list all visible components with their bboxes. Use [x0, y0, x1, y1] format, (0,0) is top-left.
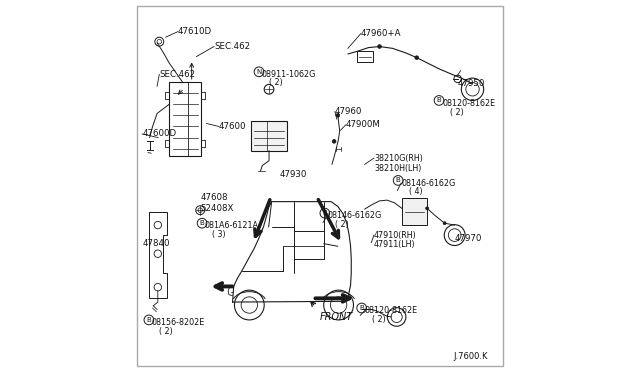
Text: 08146-6162G: 08146-6162G — [328, 211, 381, 220]
Text: 38210H(LH): 38210H(LH) — [374, 164, 421, 173]
Bar — [165, 92, 170, 99]
Text: 47900M: 47900M — [346, 120, 381, 129]
Text: 47960+A: 47960+A — [361, 29, 401, 38]
Text: 08146-6162G: 08146-6162G — [401, 179, 455, 187]
Text: J.7600.K: J.7600.K — [453, 352, 488, 361]
Text: 47970: 47970 — [454, 234, 482, 243]
Text: B: B — [147, 317, 151, 323]
Text: ( 2): ( 2) — [269, 78, 282, 87]
Text: 08911-1062G: 08911-1062G — [262, 70, 316, 79]
Bar — [201, 140, 205, 147]
Text: 08120-8162E: 08120-8162E — [442, 99, 495, 108]
Text: 47910(RH): 47910(RH) — [374, 231, 417, 240]
Text: B: B — [359, 305, 364, 311]
Text: ( 4): ( 4) — [408, 187, 422, 196]
Text: ( 2): ( 2) — [335, 220, 349, 229]
Text: ( 2): ( 2) — [450, 108, 464, 117]
Text: 08156-8202E: 08156-8202E — [152, 318, 205, 327]
Text: 52408X: 52408X — [200, 204, 234, 213]
Text: 47600: 47600 — [219, 122, 246, 131]
Bar — [357, 51, 373, 62]
Circle shape — [415, 56, 419, 60]
Text: N: N — [257, 69, 262, 75]
Bar — [402, 198, 427, 225]
Bar — [165, 140, 170, 147]
Text: ( 2): ( 2) — [372, 315, 386, 324]
Bar — [251, 121, 287, 151]
Text: 38210G(RH): 38210G(RH) — [374, 154, 423, 163]
Circle shape — [426, 207, 429, 210]
Text: 47911(LH): 47911(LH) — [374, 240, 415, 249]
Bar — [170, 82, 201, 156]
Text: SEC.462: SEC.462 — [159, 70, 195, 79]
Text: 47930: 47930 — [279, 170, 307, 179]
Circle shape — [336, 113, 340, 117]
Circle shape — [332, 140, 336, 143]
Text: 47608: 47608 — [200, 193, 228, 202]
Text: B: B — [323, 210, 327, 216]
Text: 47960: 47960 — [335, 107, 362, 116]
Text: 08120-8162E: 08120-8162E — [365, 306, 418, 315]
Text: SEC.462: SEC.462 — [214, 42, 250, 51]
Text: 47950: 47950 — [458, 79, 485, 88]
Text: 47610D: 47610D — [178, 27, 212, 36]
Text: 47840: 47840 — [142, 239, 170, 248]
Text: ( 3): ( 3) — [212, 230, 226, 239]
Text: 081A6-6121A: 081A6-6121A — [205, 221, 259, 230]
Text: FRONT: FRONT — [320, 312, 353, 322]
Bar — [201, 92, 205, 99]
Text: ( 2): ( 2) — [159, 327, 173, 336]
Circle shape — [443, 222, 446, 225]
Text: B: B — [396, 177, 401, 183]
Text: B: B — [200, 220, 204, 226]
Text: B: B — [436, 97, 442, 103]
Text: 47600D: 47600D — [142, 129, 176, 138]
Circle shape — [378, 45, 381, 48]
